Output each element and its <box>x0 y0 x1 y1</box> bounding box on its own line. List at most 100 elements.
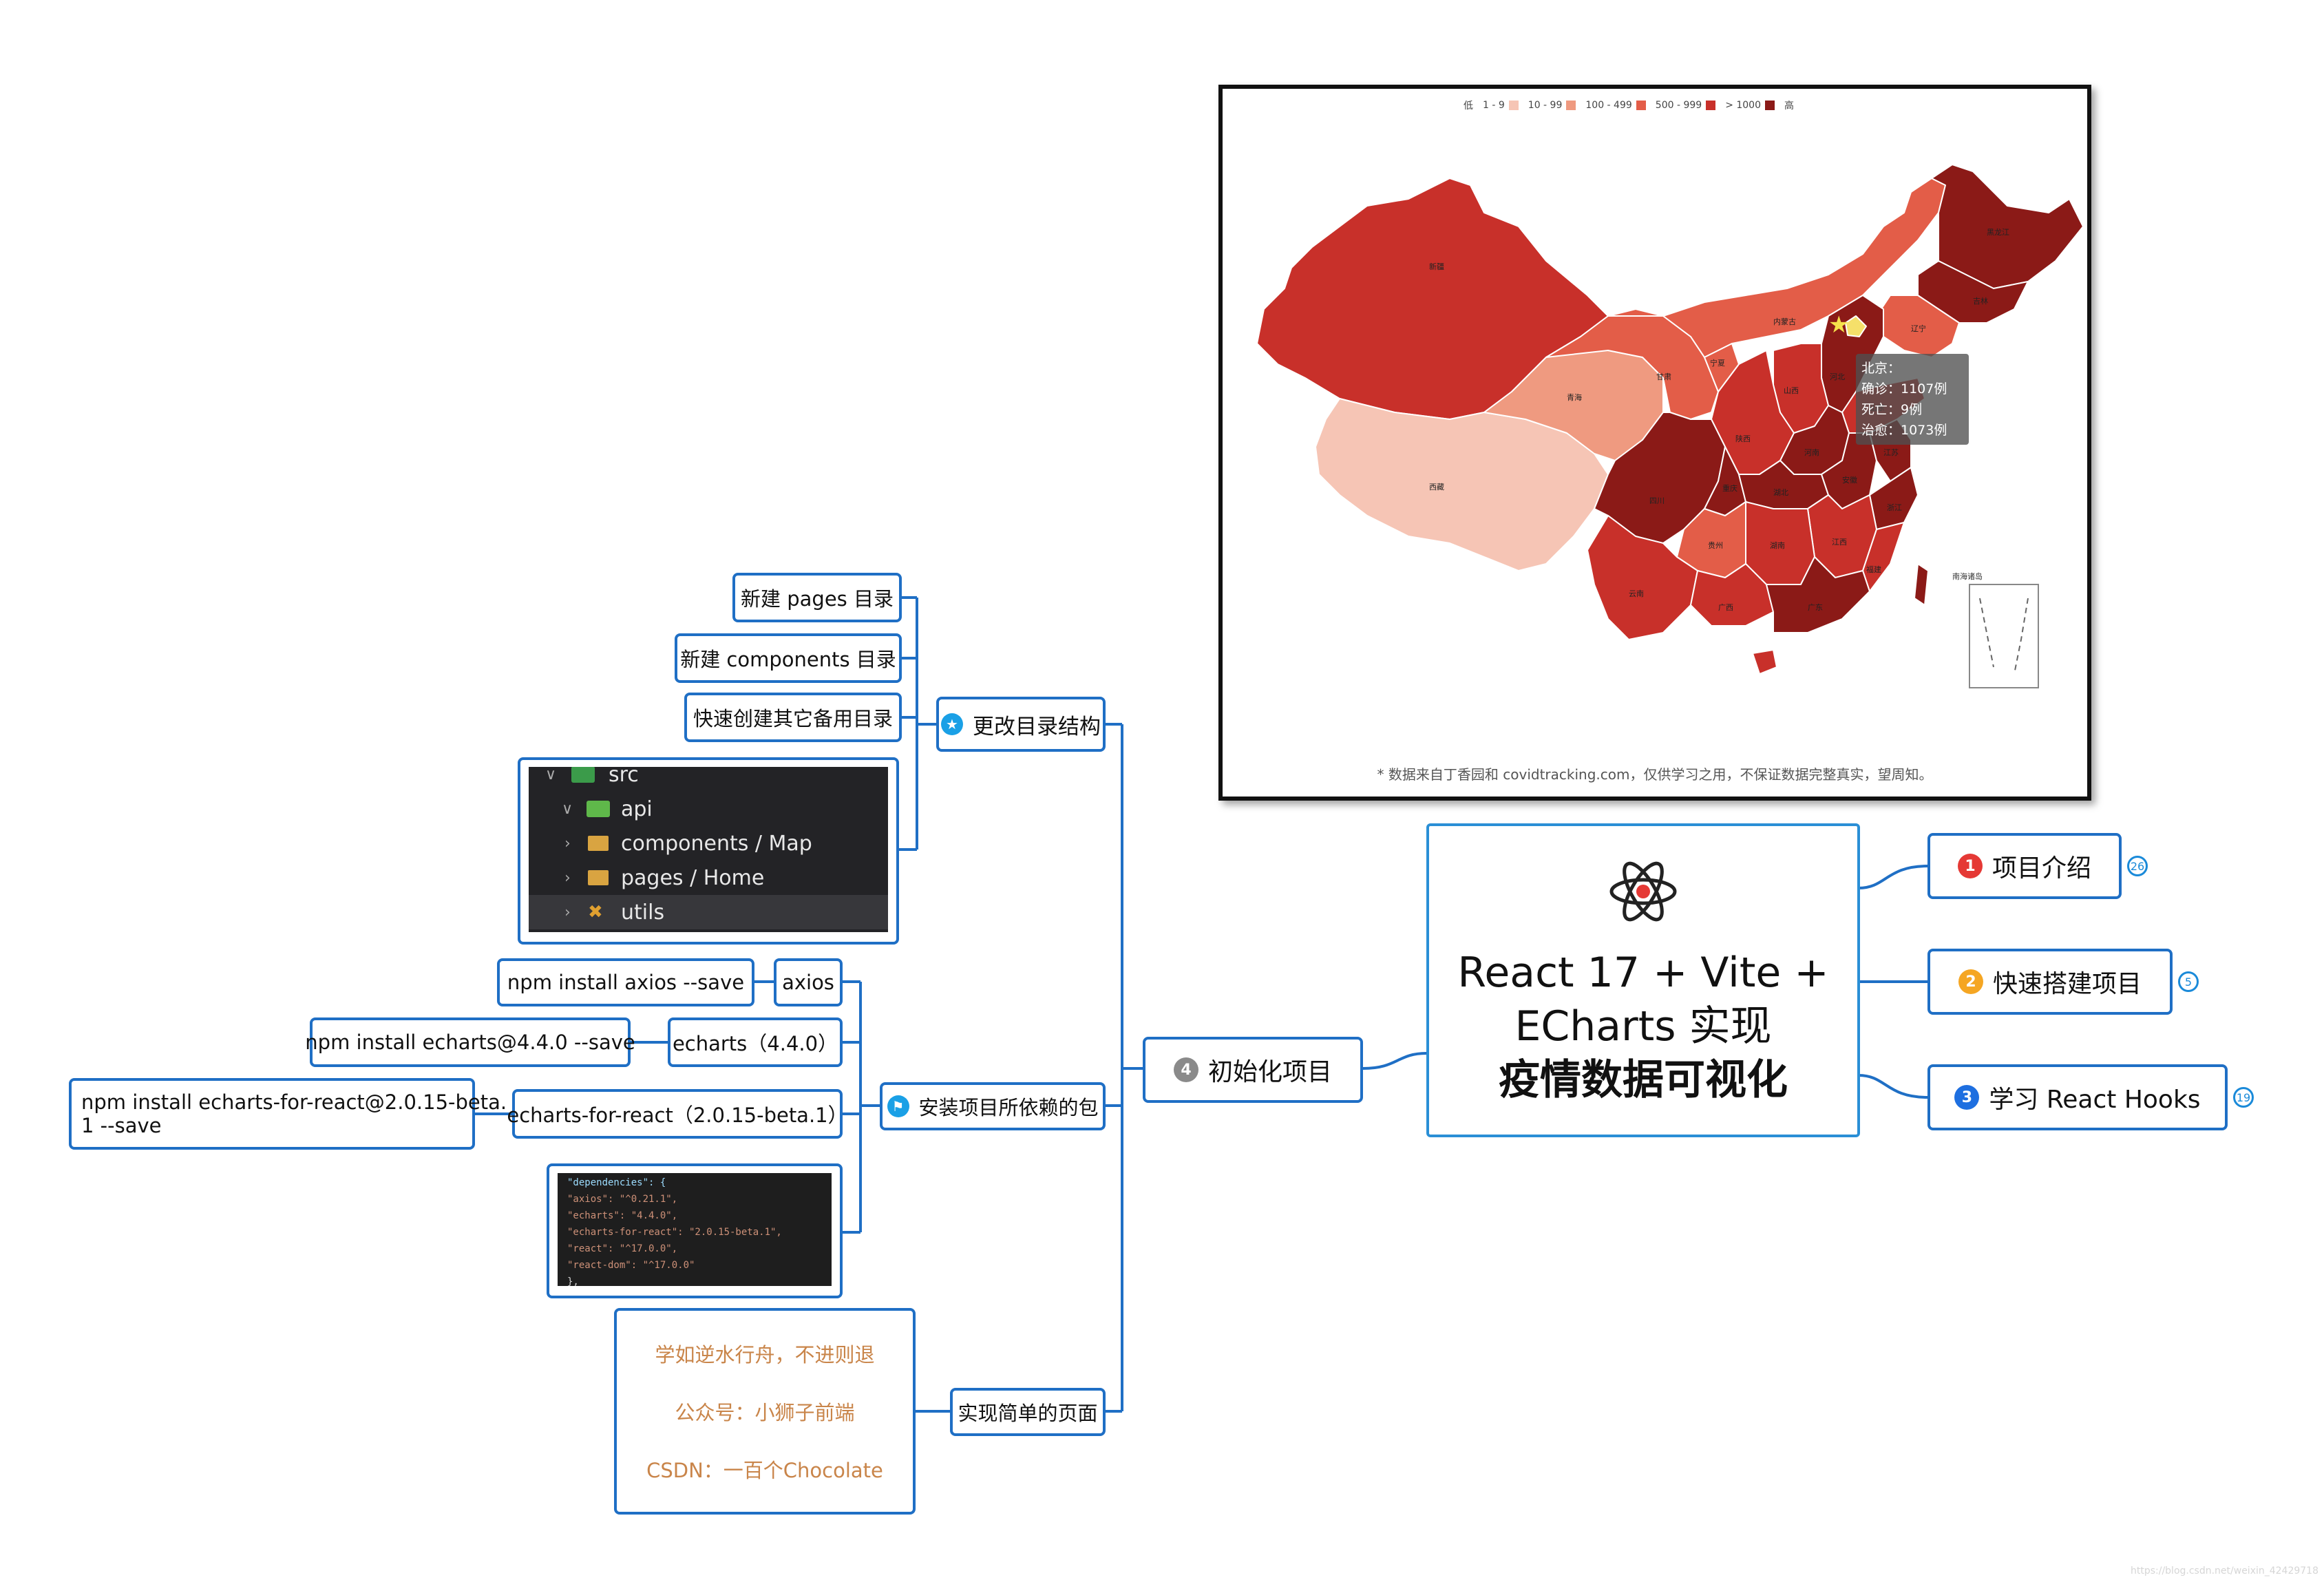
tooltip-line: 治愈：1073例 <box>1861 423 1947 438</box>
label-jiangxi: 江西 <box>1832 538 1847 547</box>
tooltip-line: 死亡：9例 <box>1861 402 1923 417</box>
tools-folder-icon: ✖ <box>588 902 603 922</box>
legend-high: 高 <box>1784 101 1794 112</box>
leaf-new-components[interactable]: 新建 components 目录 <box>675 633 902 683</box>
label-hebei: 河北 <box>1830 372 1845 381</box>
region-guangdong <box>1766 556 1870 633</box>
cmd-line: 1 --save <box>81 1114 162 1137</box>
label-jilin: 吉林 <box>1973 297 1988 306</box>
region-yunnan <box>1587 515 1698 640</box>
label-hunan: 湖南 <box>1770 541 1785 550</box>
leaf-new-pages[interactable]: 新建 pages 目录 <box>732 573 902 622</box>
south-sea-inset-label: 南海诸岛 <box>1952 572 1983 581</box>
pkg-echarts[interactable]: echarts（4.4.0） <box>668 1017 843 1067</box>
code-line: "echarts": "4.4.0", <box>567 1210 678 1221</box>
label-sichuan: 四川 <box>1649 496 1665 505</box>
region-beijing <box>1845 315 1867 337</box>
label-yunnan: 云南 <box>1629 589 1644 598</box>
china-covid-map-image: 低 1 - 9 10 - 99 100 - 499 500 - 999 > 10… <box>1218 85 2091 801</box>
legend-range-1: 1 - 9 <box>1483 100 1505 111</box>
chevron-right-icon: › <box>564 903 571 921</box>
label-xinjiang: 新疆 <box>1429 262 1444 271</box>
code-line: "react": "^17.0.0", <box>567 1243 678 1254</box>
region-jilin <box>1917 260 2029 324</box>
label-anhui: 安徽 <box>1842 476 1857 485</box>
dependencies-code-image: "dependencies": { "axios": "^0.21.1", "e… <box>547 1163 843 1298</box>
label-guangdong: 广东 <box>1808 603 1823 612</box>
number-2-icon: 2 <box>1958 969 1983 994</box>
number-4-icon: 4 <box>1173 1057 1198 1082</box>
label-chongqing: 重庆 <box>1722 484 1737 493</box>
folder-icon <box>588 836 609 851</box>
tooltip-line: 北京： <box>1861 361 1901 376</box>
topic-label: 安装项目所依赖的包 <box>918 1096 1099 1119</box>
legend-low: 低 <box>1464 101 1473 112</box>
map-footnote: * 数据来自丁香园和 covidtracking.com，仅供学习之用，不保证数… <box>1377 766 1933 783</box>
label-guangxi: 广西 <box>1718 603 1733 612</box>
note-line: 学如逆水行舟，不进则退 <box>655 1343 875 1367</box>
leaf-other-dirs[interactable]: 快速创建其它备用目录 <box>684 693 902 742</box>
cmd-install-echarts[interactable]: npm install echarts@4.4.0 --save <box>305 1017 635 1067</box>
note-card: 学如逆水行舟，不进则退 公众号：小狮子前端 CSDN：一百个Chocolate <box>614 1308 916 1515</box>
region-hainan <box>1752 649 1777 675</box>
pkg-axios[interactable]: axios <box>774 958 843 1006</box>
label-heilongjiang: 黑龙江 <box>1987 228 2009 237</box>
legend-range-5: > 1000 <box>1725 100 1761 111</box>
label-hubei: 湖北 <box>1773 488 1788 497</box>
chevron-right-icon: › <box>564 869 571 887</box>
number-1-icon: 1 <box>1957 854 1983 878</box>
label-guizhou: 贵州 <box>1708 541 1723 550</box>
watermark: https://blog.csdn.net/weixin_42429718 <box>2130 1565 2318 1576</box>
collapsed-count-badge[interactable]: 19 <box>2233 1087 2254 1108</box>
topic-install-deps[interactable]: ⚑ 安装项目所依赖的包 <box>880 1082 1106 1130</box>
number-3-icon: 3 <box>1954 1085 1980 1110</box>
chevron-down-icon: ∨ <box>562 800 573 818</box>
cmd-install-axios[interactable]: npm install axios --save <box>497 958 754 1006</box>
star-icon: ★ <box>941 713 963 735</box>
branch-init-project[interactable]: 4 初始化项目 <box>1143 1037 1363 1103</box>
folder-src-icon <box>571 767 595 783</box>
cmd-install-echarts-for-react[interactable]: npm install echarts-for-react@2.0.15-bet… <box>69 1078 507 1150</box>
root-title-line: 疫情数据可视化 <box>1499 1056 1788 1104</box>
topic-change-dir[interactable]: ★ 更改目录结构 <box>936 697 1106 752</box>
legend-range-4: 500 - 999 <box>1655 100 1702 111</box>
root-topic[interactable]: React 17 + Vite + ECharts 实现 疫情数据可视化 <box>1426 823 1860 1137</box>
region-heilongjiang <box>1931 164 2084 289</box>
code-line: "echarts-for-react": "2.0.15-beta.1", <box>567 1227 782 1238</box>
dir-tree-image: ∨ src ∨ api › components / Map › pages /… <box>518 757 899 945</box>
note-line: 公众号：小狮子前端 <box>675 1401 855 1424</box>
cmd-line: npm install echarts-for-react@2.0.15-bet… <box>81 1090 507 1114</box>
label-shanxi: 山西 <box>1784 386 1799 395</box>
branch-label: 学习 React Hooks <box>1989 1086 2201 1114</box>
topic-simple-page[interactable]: 实现简单的页面 <box>950 1388 1106 1436</box>
label-gansu: 甘肃 <box>1656 372 1671 381</box>
legend-range-3: 100 - 499 <box>1585 100 1632 111</box>
branch-quick-setup[interactable]: 2 快速搭建项目 <box>1927 949 2173 1015</box>
label-ningxia: 宁夏 <box>1710 359 1725 368</box>
flag-icon: ⚑ <box>887 1095 909 1117</box>
folder-api-icon <box>587 801 610 817</box>
folder-icon <box>588 870 609 885</box>
branch-project-intro[interactable]: 1 项目介绍 <box>1927 833 2122 899</box>
chevron-right-icon: › <box>564 834 571 852</box>
branch-label: 快速搭建项目 <box>1992 970 2142 998</box>
label-liaoning: 辽宁 <box>1911 324 1926 333</box>
tree-item-components: components / Map <box>621 831 812 856</box>
label-fujian: 福建 <box>1866 565 1881 574</box>
collapsed-count-badge[interactable]: 5 <box>2178 971 2199 992</box>
collapsed-count-badge[interactable]: 26 <box>2127 856 2148 876</box>
map-shapes <box>1256 164 2084 688</box>
star-marker-icon: ★ <box>1828 311 1850 339</box>
region-taiwan <box>1914 563 1929 606</box>
pkg-echarts-for-react[interactable]: echarts-for-react（2.0.15-beta.1） <box>507 1089 848 1139</box>
tree-item-api: api <box>621 797 653 821</box>
map-legend: 低 1 - 9 10 - 99 100 - 499 500 - 999 > 10… <box>1464 98 1804 112</box>
label-henan: 河南 <box>1804 448 1819 457</box>
tree-item-pages: pages / Home <box>621 865 765 890</box>
map-tooltip: 北京： 确诊：1107例 死亡：9例 治愈：1073例 <box>1856 354 1969 445</box>
code-line: }, <box>567 1276 579 1287</box>
branch-learn-hooks[interactable]: 3 学习 React Hooks <box>1927 1064 2228 1130</box>
branch-label: 项目介绍 <box>1992 854 2091 883</box>
atom-icon <box>1609 861 1677 922</box>
